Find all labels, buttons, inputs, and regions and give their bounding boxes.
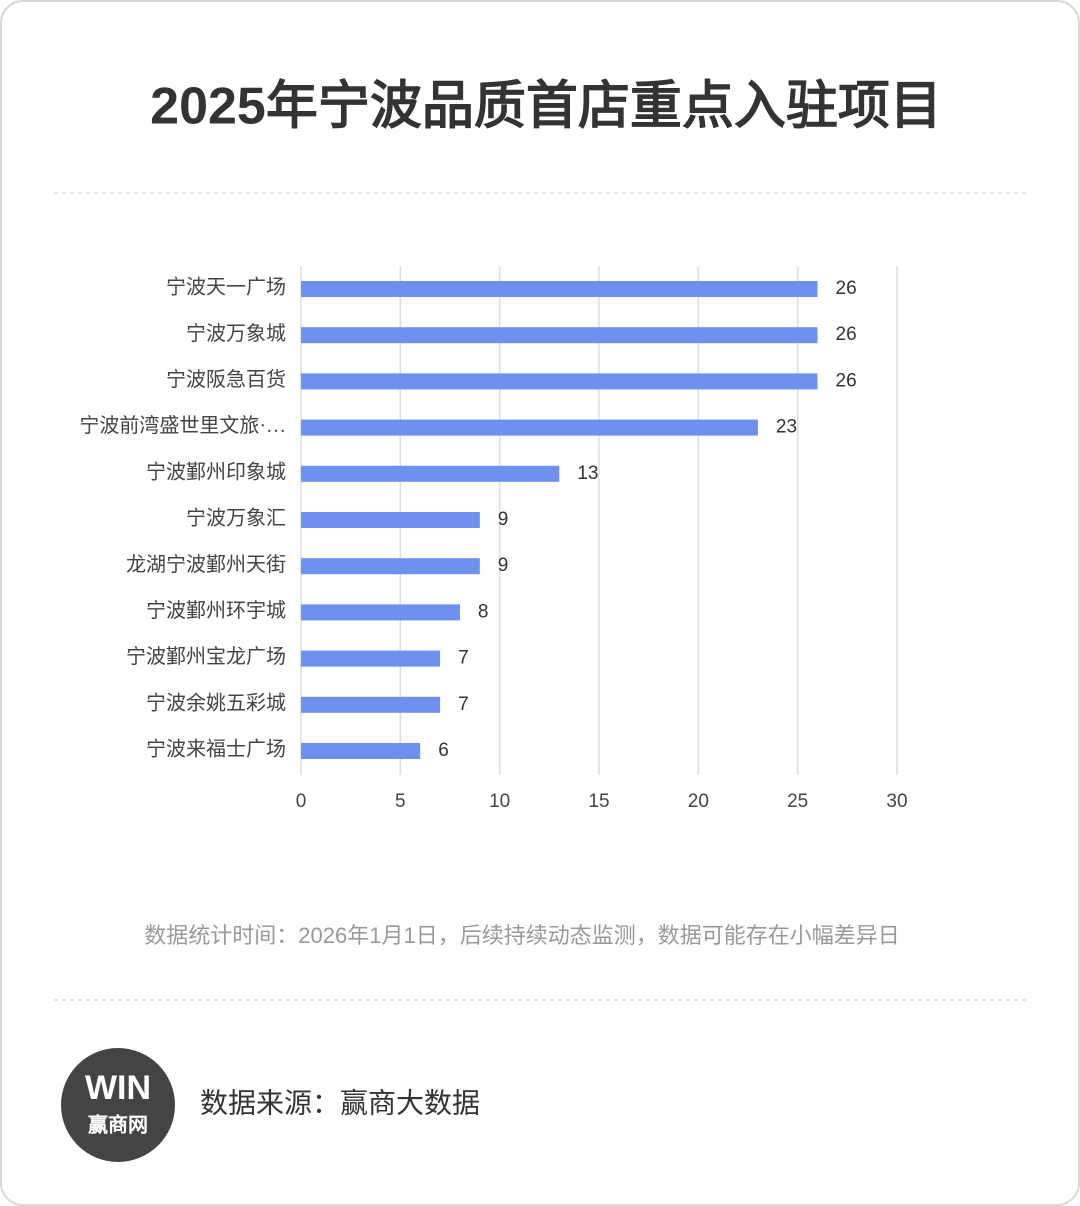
source: 数据来源：赢商大数据 <box>200 1087 480 1118</box>
x-tick-label: 15 <box>588 791 609 812</box>
x-tick-label: 25 <box>787 791 808 812</box>
chart-title: 2025年宁波品质首店重点入驻项目 <box>150 78 942 136</box>
logo-name: 赢商网 <box>88 1112 148 1136</box>
value-label: 26 <box>836 278 857 299</box>
y-tick-label: 宁波来福士广场 <box>146 738 286 761</box>
x-tick-label: 0 <box>296 791 307 812</box>
value-label: 9 <box>498 509 509 530</box>
value-label: 6 <box>438 740 449 761</box>
y-tick-label: 宁波鄞州印象城 <box>146 460 286 483</box>
bar <box>301 373 818 390</box>
value-label: 23 <box>776 417 797 438</box>
bar <box>301 558 480 575</box>
value-label: 13 <box>577 463 598 484</box>
bar <box>301 604 460 621</box>
bar <box>301 327 818 344</box>
value-label: 7 <box>458 648 469 669</box>
y-tick-label: 龙湖宁波鄞州天街 <box>126 553 286 576</box>
y-tick-label: 宁波鄞州宝龙广场 <box>126 645 286 668</box>
x-tick-label: 10 <box>489 791 510 812</box>
value-label: 9 <box>498 555 509 576</box>
bar <box>301 512 480 528</box>
y-tick-label: 宁波鄞州环宇城 <box>146 599 286 622</box>
value-label: 26 <box>836 370 857 391</box>
y-tick-label: 宁波阪急百货 <box>166 368 286 391</box>
x-tick-label: 30 <box>886 791 907 812</box>
y-tick-label: 宁波万象城 <box>186 322 286 345</box>
x-tick-label: 20 <box>688 791 709 812</box>
y-tick-label: 宁波天一广场 <box>166 276 286 299</box>
y-tick-label: 宁波万象汇 <box>186 507 286 530</box>
bar <box>301 419 758 436</box>
bar <box>301 281 818 297</box>
bar <box>301 696 441 713</box>
y-tick-label: 宁波余姚五彩城 <box>146 691 286 714</box>
logo-circle <box>61 1048 175 1162</box>
footnote: 数据统计时间：2026年1月1日，后续持续动态监测，数据可能存在小幅差异日 <box>144 923 899 948</box>
logo-mark: WIN <box>85 1069 151 1107</box>
y-tick-label: 宁波前湾盛世里文旅·… <box>79 414 286 437</box>
bar <box>301 465 560 482</box>
bar <box>301 743 421 759</box>
x-tick-label: 5 <box>395 791 406 812</box>
value-label: 8 <box>478 601 489 622</box>
bar <box>301 650 441 667</box>
value-label: 26 <box>836 324 857 345</box>
value-label: 7 <box>458 694 469 715</box>
